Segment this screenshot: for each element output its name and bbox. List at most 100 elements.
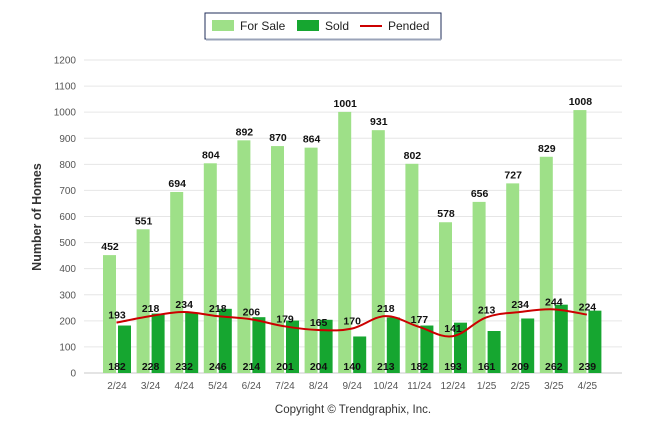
- x-axis-ticks: 2/24 3/24 4/24 5/24 6/24 7/24 8/24 9/24 10/24 11/…: [107, 381, 597, 392]
- pended-line: [116, 308, 588, 338]
- copyright-text: Copyright © Trendgraphix, Inc.: [275, 404, 431, 416]
- sold-bar: [218, 308, 232, 373]
- x-tick-label: 2/24: [107, 381, 127, 392]
- y-tick-label: 1100: [54, 82, 76, 93]
- x-tick-label: 7/24: [275, 381, 295, 392]
- sold-value-label: 201: [276, 361, 294, 373]
- sold-value-label: 246: [209, 361, 227, 373]
- legend-label-for-sale: For Sale: [240, 19, 286, 33]
- pended-value-label: 218: [377, 303, 395, 315]
- for-sale-bar: [304, 147, 318, 373]
- sold-bar: [554, 304, 568, 373]
- pended-value-label: 206: [243, 306, 261, 318]
- y-tick-label: 100: [59, 342, 76, 353]
- x-tick-label: 4/24: [174, 381, 194, 392]
- legend: For Sale Sold Pended: [204, 12, 442, 41]
- pended-line-layer: [116, 308, 588, 338]
- x-tick-label: 4/25: [578, 381, 598, 392]
- for-sale-value-label: 578: [437, 208, 455, 220]
- pended-value-label: 244: [545, 296, 563, 308]
- sold-bar: [319, 319, 333, 373]
- for-sale-bar: [573, 110, 587, 373]
- x-tick-label: 5/24: [208, 381, 228, 392]
- sold-bar: [420, 325, 434, 373]
- y-tick-label: 400: [59, 264, 76, 275]
- for-sale-bar: [338, 111, 352, 374]
- y-tick-label: 600: [59, 212, 76, 223]
- for-sale-bar: [271, 146, 284, 373]
- sold-bar: [521, 318, 535, 373]
- sold-value-label: 161: [478, 361, 496, 373]
- for-sale-value-label: 727: [504, 169, 522, 181]
- sold-bar: [588, 310, 602, 373]
- sold-value-label: 209: [511, 361, 529, 373]
- sold-bar: [386, 317, 400, 373]
- x-tick-label: 11/24: [407, 381, 432, 392]
- sold-value-label: 140: [343, 361, 361, 373]
- sold-value-label: 262: [545, 361, 563, 373]
- x-tick-label: 2/25: [510, 381, 530, 392]
- y-tick-label: 500: [59, 238, 76, 249]
- for-sale-value-label: 802: [404, 150, 422, 162]
- for-sale-bar: [539, 156, 553, 373]
- for-sale-bar: [506, 183, 520, 373]
- for-sale-value-label: 656: [471, 188, 489, 200]
- for-sale-value-label: 864: [303, 134, 321, 146]
- y-axis-ticks: 0 100 200 300 400 500 600 700 800 900 1000 1100 1200: [54, 56, 77, 380]
- for-sale-bar: [371, 130, 385, 373]
- for-sale-bar: [170, 191, 184, 373]
- sold-bar: [353, 336, 367, 373]
- sold-value-label: 239: [579, 361, 597, 373]
- legend-swatch-for-sale: [212, 20, 234, 31]
- y-tick-label: 1200: [54, 56, 77, 67]
- sold-value-label: 214: [243, 361, 261, 373]
- sold-bar: [487, 331, 501, 373]
- data-labels: 452 551 694 804 892 870 864 1001 931 802 578 656 727…: [101, 96, 596, 373]
- for-sale-value-label: 694: [168, 178, 186, 190]
- sold-bar: [151, 313, 165, 373]
- sold-value-label: 228: [142, 361, 160, 373]
- pended-value-label: 213: [478, 304, 496, 316]
- sold-bar: [185, 312, 199, 373]
- for-sale-bar: [203, 163, 217, 373]
- y-tick-label: 200: [59, 316, 76, 327]
- pended-value-label: 224: [579, 302, 597, 314]
- sold-value-label: 182: [108, 361, 126, 373]
- for-sale-value-label: 1008: [569, 96, 593, 108]
- for-sale-value-label: 870: [269, 132, 287, 144]
- x-tick-label: 1/25: [477, 381, 497, 392]
- x-tick-label: 9/24: [342, 381, 362, 392]
- y-tick-label: 900: [59, 134, 76, 145]
- y-tick-label: 800: [59, 160, 76, 171]
- sold-value-label: 204: [310, 361, 328, 373]
- sold-bar: [252, 317, 266, 373]
- y-tick-label: 300: [59, 290, 76, 301]
- for-sale-bar: [237, 140, 251, 373]
- bars: [103, 110, 602, 374]
- legend-box: [204, 12, 442, 40]
- y-tick-label: 700: [59, 186, 76, 197]
- x-tick-label: 3/24: [141, 381, 161, 392]
- for-sale-bar: [439, 222, 452, 373]
- y-tick-label: 0: [70, 369, 76, 380]
- pended-value-label: 234: [511, 299, 529, 311]
- sold-value-label: 232: [175, 361, 193, 373]
- pended-value-label: 218: [209, 303, 227, 315]
- for-sale-bar: [103, 255, 116, 373]
- legend-label-pended: Pended: [388, 19, 429, 33]
- for-sale-bar: [472, 201, 486, 373]
- for-sale-value-label: 892: [236, 126, 254, 138]
- pended-value-label: 165: [310, 317, 328, 329]
- x-tick-label: 10/24: [373, 381, 398, 392]
- for-sale-bar: [405, 163, 419, 373]
- y-axis-title: Number of Homes: [30, 163, 44, 271]
- x-tick-label: 3/25: [544, 381, 564, 392]
- sold-bar: [286, 320, 299, 373]
- for-sale-bar: [136, 229, 150, 373]
- legend-label-sold: Sold: [325, 19, 349, 33]
- for-sale-value-label: 551: [135, 215, 153, 227]
- x-tick-label: 12/24: [440, 381, 465, 392]
- pended-value-label: 141: [444, 323, 462, 335]
